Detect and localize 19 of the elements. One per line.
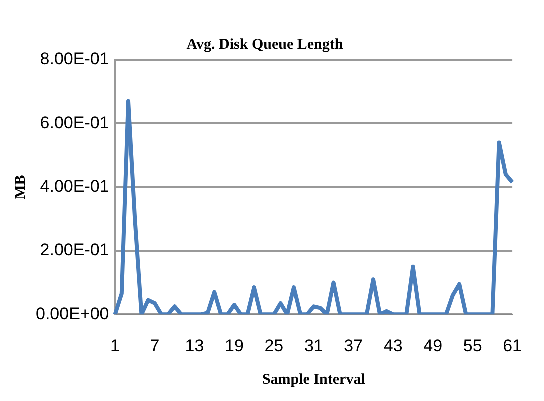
x-tick-label: 25 <box>264 336 284 356</box>
y-tick-label: 8.00E-01 <box>40 50 110 69</box>
x-tick-label: 43 <box>384 336 403 356</box>
x-tick-label: 31 <box>304 336 324 356</box>
chart-title: Avg. Disk Queue Length <box>186 36 344 53</box>
x-axis-title: Sample Interval <box>262 372 366 388</box>
y-axis-title: MB <box>12 175 29 200</box>
y-tick-label: 0.00E+00 <box>36 304 110 324</box>
x-tick-label: 55 <box>463 336 482 356</box>
x-tick-label: 37 <box>344 336 364 356</box>
x-tick-label: 7 <box>150 336 160 356</box>
y-tick-label: 4.00E-01 <box>40 176 110 196</box>
x-tick-label: 1 <box>110 336 120 356</box>
x-tick-label: 49 <box>424 336 443 356</box>
y-tick-label: 6.00E-01 <box>40 113 110 132</box>
x-tick-label: 13 <box>185 336 204 356</box>
x-tick-label: 61 <box>503 336 522 356</box>
y-tick-label: 2.00E-01 <box>40 240 110 260</box>
x-tick-label: 19 <box>224 336 244 356</box>
